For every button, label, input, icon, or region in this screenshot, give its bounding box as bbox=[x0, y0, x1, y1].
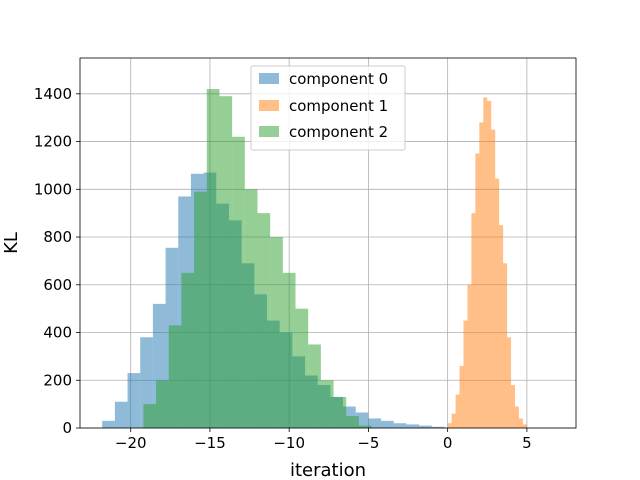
histogram-bar bbox=[295, 308, 309, 428]
histogram-bar bbox=[358, 425, 372, 428]
histogram-bar bbox=[270, 237, 283, 428]
histogram-bar bbox=[455, 394, 460, 428]
histogram-bar bbox=[381, 420, 394, 428]
histogram-bar bbox=[475, 153, 480, 428]
plot-frame bbox=[79, 57, 577, 429]
x-tick-label: 5 bbox=[522, 434, 532, 452]
histogram-bar bbox=[346, 416, 359, 428]
histogram-bar bbox=[168, 325, 182, 428]
legend: component 0 component 1 component 2 bbox=[250, 65, 406, 151]
histogram-bars bbox=[102, 89, 527, 429]
axis-ticks: −20 −15 −10 −5 0 5 0 200 400 600 800 1000 1200 1400 bbox=[34, 85, 532, 452]
series-component-1 bbox=[447, 97, 527, 429]
histogram-bar bbox=[419, 425, 432, 428]
y-tick-label: 0 bbox=[62, 419, 72, 437]
histogram-bar bbox=[244, 189, 258, 428]
histogram-bar bbox=[393, 423, 407, 428]
histogram-bar bbox=[114, 401, 128, 428]
histogram-bar bbox=[320, 380, 334, 428]
histogram-bar bbox=[308, 344, 321, 428]
histogram-bar bbox=[495, 178, 500, 428]
histogram-bar bbox=[491, 129, 496, 428]
x-tick-label: −15 bbox=[194, 434, 226, 452]
histogram-bar bbox=[499, 225, 504, 428]
legend-swatch-component-0 bbox=[259, 73, 279, 84]
histogram-bar bbox=[451, 413, 456, 428]
histogram-bar bbox=[514, 406, 519, 428]
legend-label-component-1: component 1 bbox=[289, 97, 388, 115]
y-tick-label: 800 bbox=[43, 228, 72, 246]
histogram-bar bbox=[232, 136, 245, 428]
histogram-bar bbox=[487, 100, 492, 428]
y-tick-label: 400 bbox=[43, 324, 72, 342]
legend-swatch-component-2 bbox=[259, 126, 279, 137]
histogram-bar bbox=[333, 396, 347, 428]
histogram-bar bbox=[102, 420, 115, 428]
histogram-bar bbox=[257, 213, 271, 428]
histogram-bar bbox=[206, 89, 220, 428]
y-axis-label: KL bbox=[1, 232, 22, 254]
legend-label-component-2: component 2 bbox=[289, 123, 388, 141]
y-tick-label: 600 bbox=[43, 276, 72, 294]
histogram-bar bbox=[522, 424, 527, 428]
histogram-bar bbox=[511, 385, 515, 428]
histogram-bar bbox=[447, 423, 452, 428]
histogram-bar bbox=[507, 337, 512, 428]
histogram-bar bbox=[503, 263, 508, 428]
histogram-bar bbox=[282, 272, 296, 428]
histogram-bar bbox=[459, 365, 464, 428]
x-tick-label: −10 bbox=[273, 434, 305, 452]
x-tick-label: 0 bbox=[443, 434, 453, 452]
legend-box bbox=[250, 65, 406, 151]
histogram-bar bbox=[194, 191, 207, 428]
y-tick-label: 1400 bbox=[34, 85, 72, 103]
histogram-bar bbox=[483, 97, 488, 429]
x-tick-label: −20 bbox=[115, 434, 147, 452]
histogram-bar bbox=[156, 380, 169, 428]
histogram-bar bbox=[127, 373, 141, 428]
histogram-bar bbox=[463, 320, 468, 428]
legend-swatch-component-1 bbox=[259, 100, 279, 111]
x-tick-label: −5 bbox=[357, 434, 379, 452]
y-tick-label: 1000 bbox=[34, 180, 72, 198]
histogram-bar bbox=[368, 418, 382, 428]
histogram-bar bbox=[181, 272, 195, 428]
histogram-bar bbox=[219, 96, 233, 429]
series-component-2 bbox=[143, 89, 372, 429]
histogram-bar bbox=[431, 426, 445, 428]
y-tick-label: 200 bbox=[43, 371, 72, 389]
legend-label-component-0: component 0 bbox=[289, 70, 388, 88]
y-tick-label: 1200 bbox=[34, 133, 72, 151]
histogram-bar bbox=[518, 418, 523, 428]
histogram-bar bbox=[471, 213, 476, 428]
histogram-bar bbox=[406, 424, 420, 428]
histogram-bar bbox=[479, 122, 484, 429]
histogram-bar bbox=[467, 284, 472, 428]
x-axis-label: iteration bbox=[290, 460, 366, 480]
histogram-bar bbox=[143, 404, 157, 428]
